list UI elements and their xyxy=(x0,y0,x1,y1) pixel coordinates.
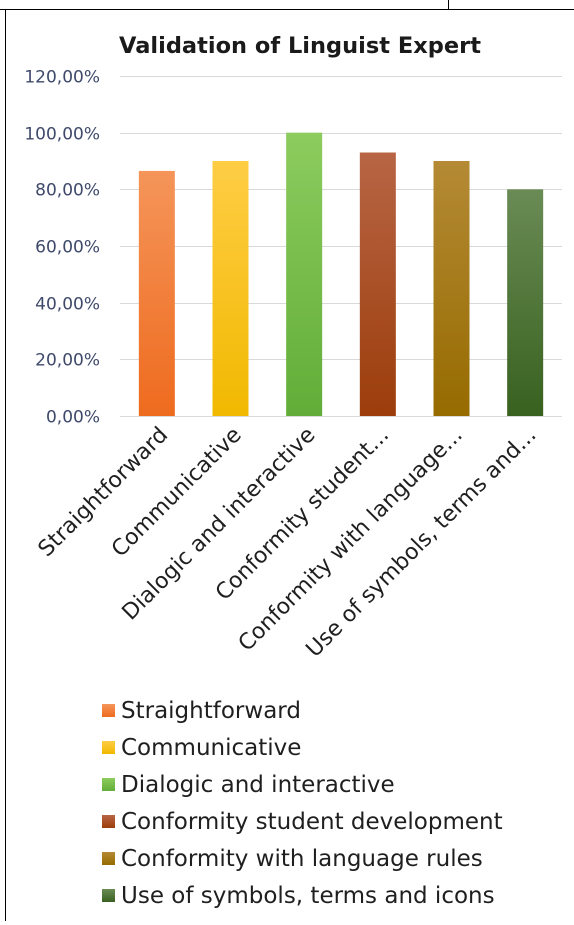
legend-item: Communicative xyxy=(102,729,503,766)
y-tick-label: 0,00% xyxy=(46,408,100,428)
legend-label: Straightforward xyxy=(121,697,301,724)
legend-label: Communicative xyxy=(121,734,302,761)
y-tick-label: 60,00% xyxy=(35,238,100,258)
legend-swatch xyxy=(102,741,115,754)
legend-label: Conformity student development xyxy=(121,808,503,835)
legend-swatch xyxy=(102,815,115,828)
legend-item: Use of symbols, terms and icons xyxy=(102,877,503,914)
legend-label: Use of symbols, terms and icons xyxy=(121,882,495,909)
y-tick-label: 40,00% xyxy=(35,295,100,315)
top-border-tick xyxy=(448,0,449,10)
bar xyxy=(286,132,323,416)
legend-swatch xyxy=(102,889,115,902)
bar xyxy=(138,170,175,416)
bars xyxy=(138,132,544,416)
y-axis-ticks: 0,00% 20,00% 40,00% 60,00% 80,00% 100,00% 120,… xyxy=(24,68,100,428)
y-tick-label: 100,00% xyxy=(24,125,100,145)
legend-item: Conformity student development xyxy=(102,803,503,840)
y-tick-label: 80,00% xyxy=(35,181,100,201)
legend-item: Conformity with language rules xyxy=(102,840,503,877)
legend-item: Straightforward xyxy=(102,692,503,729)
bar xyxy=(507,189,544,416)
chart-title: Validation of Linguist Expert xyxy=(119,33,481,59)
x-tick-label: Straightforward xyxy=(34,423,173,562)
left-border-line xyxy=(5,9,6,921)
bar xyxy=(433,161,470,416)
gridlines xyxy=(120,76,562,360)
top-border-line xyxy=(0,9,574,10)
y-tick-label: 120,00% xyxy=(24,68,100,88)
legend-label: Conformity with language rules xyxy=(121,845,483,872)
bar xyxy=(359,152,396,416)
legend-swatch xyxy=(102,704,115,717)
legend-label: Dialogic and interactive xyxy=(121,771,395,798)
y-tick-label: 20,00% xyxy=(35,351,100,371)
legend-item: Dialogic and interactive xyxy=(102,766,503,803)
legend: Straightforward Communicative Dialogic a… xyxy=(102,692,503,914)
x-tick-label: Communicative xyxy=(107,423,247,563)
legend-swatch xyxy=(102,778,115,791)
bar xyxy=(212,161,249,416)
legend-swatch xyxy=(102,852,115,865)
